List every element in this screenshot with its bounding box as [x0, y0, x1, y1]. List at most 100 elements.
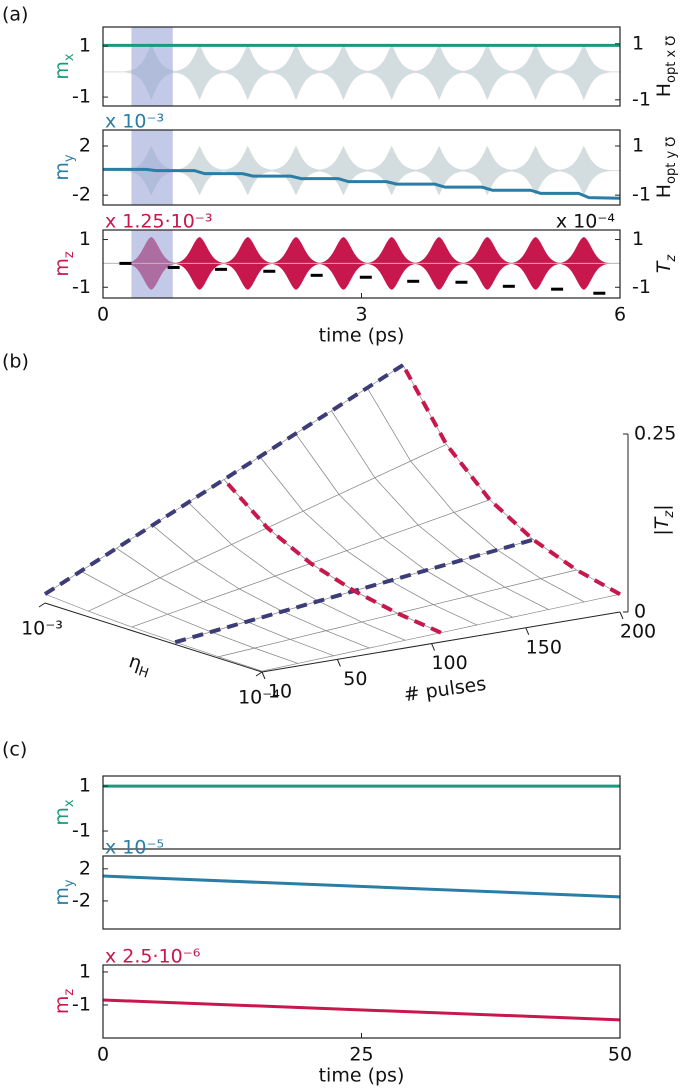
y2-tick-label: 1	[632, 228, 644, 250]
y-tick-label: 2	[79, 134, 91, 156]
y-tick-label: -1	[72, 86, 91, 108]
y2-tick-label: -1	[632, 88, 651, 110]
x-tick	[431, 643, 436, 651]
pulse	[509, 43, 562, 100]
y-axis-label-part: x	[62, 799, 77, 807]
line	[103, 998, 620, 1022]
y2-tick-label: -1	[632, 276, 651, 298]
line	[103, 874, 620, 899]
y-tick-label: 1	[79, 775, 91, 797]
x-axis-label: # pulses	[402, 673, 487, 706]
x-tick-label: 50	[343, 668, 367, 690]
y2-tick-label: -1	[632, 184, 651, 206]
y-tick-label: -2	[72, 184, 91, 206]
dashed-slice	[401, 364, 621, 596]
y-tick-label: -1	[72, 820, 91, 842]
y2-axis-label-part: opt y ℧	[664, 137, 679, 184]
axis-pulses	[261, 611, 621, 673]
pulse	[557, 43, 610, 100]
x-tick-label: 6	[614, 304, 626, 326]
z-axis-label-part: z	[662, 510, 677, 519]
y-axis-label-part: z	[62, 989, 77, 996]
multiplier: x 10⁻³	[105, 111, 164, 133]
x-tick-label: 3	[355, 304, 367, 326]
y-axis-label-part: m	[51, 162, 73, 181]
pulse	[173, 43, 226, 100]
y-tick-label: 1	[79, 960, 91, 982]
x-tick-label: 50	[608, 1044, 632, 1066]
pulse	[461, 43, 514, 100]
y-tick-label: 1	[79, 35, 91, 57]
pulse	[221, 43, 274, 100]
plot-area	[103, 998, 620, 1022]
y-axis-label: mz	[51, 989, 78, 1015]
pulse	[413, 145, 465, 196]
x-tick	[261, 671, 266, 680]
pulse	[461, 145, 514, 196]
axes-box	[102, 129, 621, 206]
z-axis-label-part: |	[651, 504, 673, 510]
panel-label: (c)	[2, 739, 27, 761]
pulse	[557, 145, 610, 196]
x-tick-label: 0	[97, 304, 109, 326]
x-tick-label: 200	[620, 621, 656, 643]
y-axis-label: ηH	[125, 650, 154, 682]
z-axis-label-part: |	[651, 529, 673, 535]
axes-box	[102, 26, 621, 107]
dashed-slice	[222, 478, 442, 635]
z-tick-label: 0	[634, 601, 646, 623]
x-tick	[336, 659, 341, 667]
y-axis-label: my	[51, 879, 78, 906]
multiplier: x 1.25·10⁻³	[105, 211, 212, 233]
x-tick-label: 150	[526, 636, 562, 658]
plot-area	[103, 130, 620, 205]
x-axis-label: time (ps)	[319, 1065, 405, 1087]
y2-tick-label: 1	[632, 134, 644, 156]
pulse	[317, 43, 370, 100]
y2-tick-label: 1	[632, 32, 644, 54]
y-tick	[38, 602, 46, 608]
y-axis-label-part: y	[62, 879, 77, 887]
y2-axis-label: Tz	[653, 254, 680, 274]
y-tick-label: -1	[72, 993, 91, 1015]
highlight	[131, 230, 173, 298]
y-axis-label: my	[51, 154, 78, 181]
x-tick	[619, 611, 624, 620]
plot-area	[103, 27, 620, 106]
pulse	[317, 145, 370, 196]
pulse	[509, 145, 562, 196]
y-axis-label-part: H	[136, 664, 150, 681]
axis-eta	[44, 602, 263, 673]
y-tick-label: 10⁻³	[21, 618, 63, 640]
panel-label: (b)	[2, 351, 29, 373]
x-axis-label: time (ps)	[319, 325, 405, 347]
x-tick	[525, 627, 530, 635]
pulse	[270, 145, 322, 196]
pulse	[270, 43, 322, 100]
x-tick-label: 25	[349, 1044, 373, 1066]
y-tick-label: 10⁻⁴	[238, 687, 280, 709]
y2-axis-label-part: H	[653, 83, 675, 97]
y2-axis-label-part: T	[653, 260, 675, 273]
y2-axis-label-part: opt x ℧	[664, 36, 679, 83]
y-axis-label-part: x	[62, 53, 77, 61]
y-axis-label: mx	[51, 799, 78, 826]
x-tick-label: 10	[268, 681, 292, 703]
multiplier: x 2.5·10⁻⁶	[105, 946, 200, 968]
y-axis-label-part: z	[62, 251, 77, 258]
y-axis-label-part: y	[62, 154, 77, 162]
pulse	[365, 43, 418, 100]
highlight	[131, 27, 173, 106]
y-axis-label-part: m	[51, 996, 73, 1015]
y2-multiplier: x 10⁻⁴	[556, 211, 615, 233]
pulse	[413, 43, 465, 100]
axes-box	[102, 775, 621, 850]
y2-axis-label: Hopt y ℧	[653, 137, 680, 199]
highlight	[131, 130, 173, 205]
y-tick-label: -2	[72, 889, 91, 911]
x-tick-label: 100	[431, 652, 467, 674]
surface-cell	[217, 647, 300, 672]
y-axis-label-part: m	[51, 258, 73, 277]
y-tick-label: 2	[79, 857, 91, 879]
